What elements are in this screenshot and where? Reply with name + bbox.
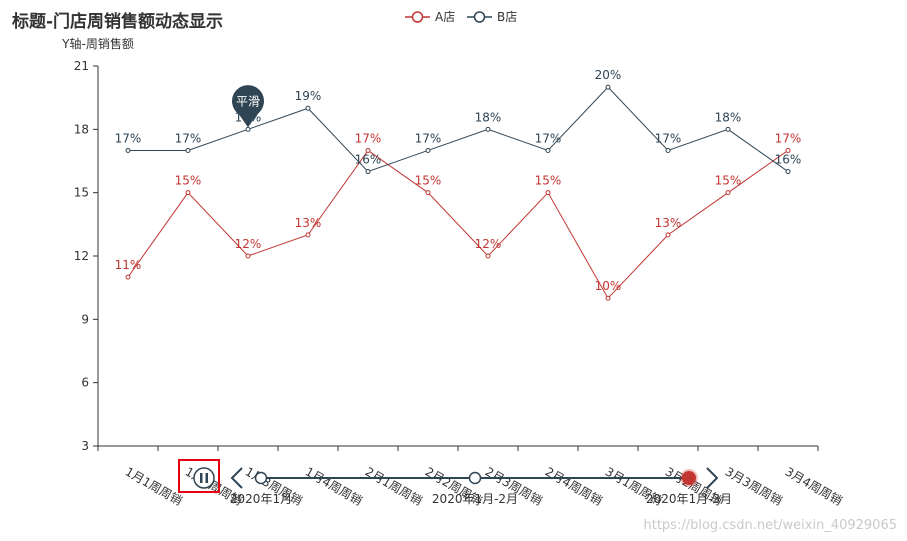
y-tick-label: 9 [81,312,89,326]
y-tick-label: 15 [74,186,89,200]
play-button-highlight [178,459,220,493]
y-tick-label: 3 [81,439,89,453]
y-tick-label: 18 [74,122,89,136]
y-axis-title: Y轴-周销售额 [61,36,134,51]
data-point[interactable] [365,169,371,175]
x-tick-label: 1月4周周销 [303,464,365,508]
data-point[interactable] [485,126,491,132]
data-label: 16% [355,153,382,167]
data-label: 17% [175,131,202,145]
data-point[interactable] [725,190,731,196]
legend-marker[interactable] [411,11,424,23]
next-icon[interactable] [706,467,719,489]
timeline-label[interactable]: 2020年1月-3月 [646,492,732,506]
data-label: 11% [115,258,142,272]
data-label: 18% [475,110,502,124]
legend-item[interactable]: B店 [497,10,517,24]
data-point[interactable] [245,126,251,132]
x-tick-label: 1月1周周销 [123,464,185,508]
data-label: 17% [535,131,562,145]
series-line-a [127,149,789,300]
chart-title: 标题-门店周销售额动态显示 [12,12,224,32]
data-point[interactable] [185,147,191,153]
data-label: 20% [595,68,622,82]
data-point[interactable] [605,295,611,301]
x-tick-label: 2月4周周销 [543,464,605,508]
data-label: 17% [775,131,802,145]
data-label: 18% [715,110,742,124]
data-label: 13% [655,216,682,230]
data-point[interactable] [365,147,371,153]
data-point[interactable] [545,147,551,153]
data-point[interactable] [605,84,611,90]
x-tick-label: 3月4周周销 [783,464,845,508]
data-point[interactable] [785,169,791,175]
tooltip-label: 平滑 [236,94,260,108]
data-point[interactable] [425,147,431,153]
data-label: 19% [295,89,322,103]
data-label: 17% [115,131,142,145]
data-point[interactable] [485,253,491,259]
data-point[interactable] [545,190,551,196]
data-point[interactable] [665,147,671,153]
x-tick-label: 2月1周周销 [363,464,425,508]
timeline-label[interactable]: 2020年1月 [230,492,292,506]
pause-icon-bar [200,473,203,483]
y-tick-label: 12 [74,249,89,263]
data-label: 15% [175,174,202,188]
timeline-node[interactable] [468,471,482,485]
legend-marker[interactable] [473,11,486,23]
pause-icon[interactable] [193,467,215,489]
y-tick-label: 6 [81,376,89,390]
timeline-node-active[interactable] [682,471,696,485]
data-label: 15% [715,174,742,188]
data-label: 12% [235,237,262,251]
data-label: 17% [355,131,382,145]
data-point[interactable] [305,232,311,238]
data-point[interactable] [125,147,131,153]
legend-item[interactable]: A店 [435,10,455,24]
y-tick-label: 21 [74,59,89,73]
tooltip-pin [231,85,264,128]
data-label: 12% [475,237,502,251]
data-point[interactable] [125,274,131,280]
data-label: 13% [295,216,322,230]
data-point[interactable] [725,126,731,132]
data-point[interactable] [665,232,671,238]
data-point[interactable] [785,147,791,153]
data-point[interactable] [305,105,311,111]
data-point[interactable] [245,253,251,259]
watermark: https://blog.csdn.net/weixin_40929065 [643,518,897,533]
data-point[interactable] [185,190,191,196]
data-label: 15% [415,174,442,188]
prev-icon[interactable] [230,467,243,489]
data-point[interactable] [425,190,431,196]
timeline-node[interactable] [254,471,268,485]
data-label: 17% [415,131,442,145]
data-label: 10% [595,279,622,293]
pause-icon-bar [205,473,208,483]
series-line-b [128,86,789,173]
data-label: 16% [775,153,802,167]
data-label: 15% [535,174,562,188]
timeline-label[interactable]: 2020年1月-2月 [432,492,518,506]
data-label: 17% [655,131,682,145]
